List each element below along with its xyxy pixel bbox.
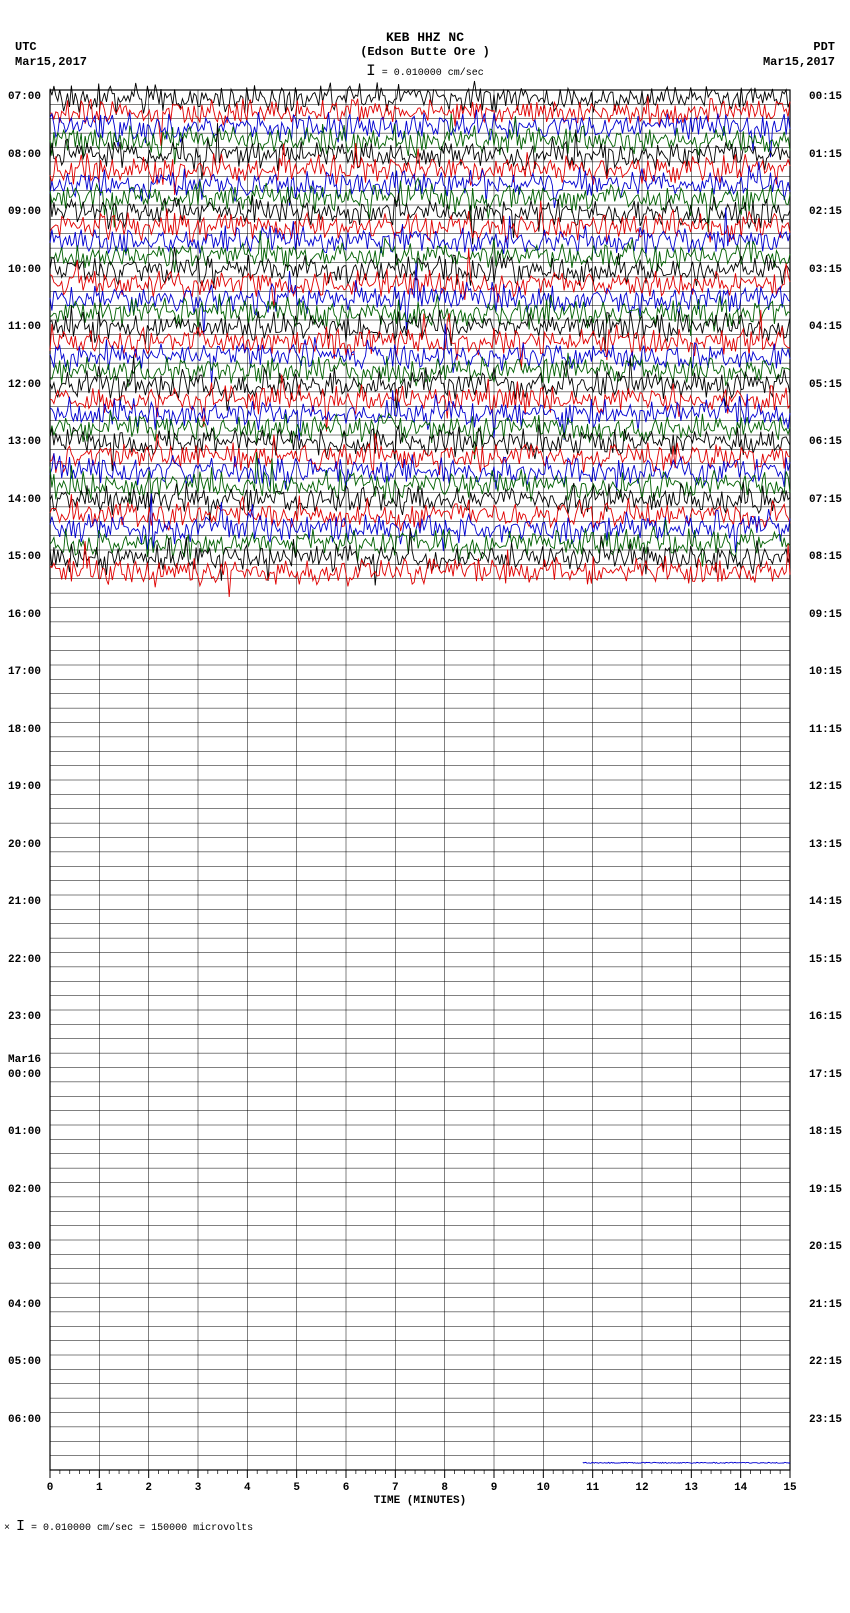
right-time-label: 12:15 xyxy=(809,781,842,793)
svg-text:5: 5 xyxy=(293,1482,300,1494)
right-time-label: 00:15 xyxy=(809,91,842,103)
right-time-label: 15:15 xyxy=(809,954,842,966)
left-time-label: 01:00 xyxy=(8,1126,41,1138)
scale-bar-icon: I xyxy=(366,62,376,80)
svg-text:7: 7 xyxy=(392,1482,399,1494)
scale-indicator: I = 0.010000 cm/sec xyxy=(0,62,850,80)
right-time-label: 09:15 xyxy=(809,609,842,621)
svg-text:1: 1 xyxy=(96,1482,103,1494)
svg-text:2: 2 xyxy=(145,1482,152,1494)
footer-text: = 0.010000 cm/sec = 150000 microvolts xyxy=(25,1523,253,1534)
svg-text:14: 14 xyxy=(734,1482,748,1494)
left-time-label: 11:00 xyxy=(8,321,41,333)
svg-text:6: 6 xyxy=(343,1482,350,1494)
left-time-label: 22:00 xyxy=(8,954,41,966)
svg-text:9: 9 xyxy=(491,1482,498,1494)
left-time-label: 15:00 xyxy=(8,551,41,563)
seismogram-plot: 0123456789101112131415TIME (MINUTES)07:0… xyxy=(0,80,850,1510)
right-time-label: 07:15 xyxy=(809,494,842,506)
chart-subtitle: (Edson Butte Ore ) xyxy=(0,45,850,59)
seismogram-svg: 0123456789101112131415TIME (MINUTES) xyxy=(0,80,850,1510)
scale-text: = 0.010000 cm/sec xyxy=(376,68,484,79)
right-time-label: 21:15 xyxy=(809,1299,842,1311)
right-time-label: 16:15 xyxy=(809,1011,842,1023)
left-time-label: 06:00 xyxy=(8,1414,41,1426)
left-time-label: 05:00 xyxy=(8,1356,41,1368)
right-time-label: 18:15 xyxy=(809,1126,842,1138)
left-time-label: 07:00 xyxy=(8,91,41,103)
footer-prefix: × xyxy=(4,1523,10,1534)
left-time-label: 03:00 xyxy=(8,1241,41,1253)
left-time-label: 09:00 xyxy=(8,206,41,218)
right-time-label: 02:15 xyxy=(809,206,842,218)
svg-text:4: 4 xyxy=(244,1482,251,1494)
svg-text:3: 3 xyxy=(195,1482,202,1494)
left-time-label: 20:00 xyxy=(8,839,41,851)
left-time-label: 19:00 xyxy=(8,781,41,793)
left-time-label: 18:00 xyxy=(8,724,41,736)
footer-scale-bar-icon: I xyxy=(16,1518,25,1535)
right-time-label: 22:15 xyxy=(809,1356,842,1368)
svg-text:0: 0 xyxy=(47,1482,54,1494)
right-time-label: 14:15 xyxy=(809,896,842,908)
right-time-label: 05:15 xyxy=(809,379,842,391)
left-time-label: 17:00 xyxy=(8,666,41,678)
left-time-label: 14:00 xyxy=(8,494,41,506)
right-time-label: 17:15 xyxy=(809,1069,842,1081)
svg-text:TIME (MINUTES): TIME (MINUTES) xyxy=(374,1495,466,1507)
svg-text:15: 15 xyxy=(783,1482,797,1494)
right-time-label: 08:15 xyxy=(809,551,842,563)
left-time-label: 21:00 xyxy=(8,896,41,908)
svg-text:8: 8 xyxy=(441,1482,448,1494)
chart-title: KEB HHZ NC xyxy=(0,30,850,45)
left-time-label: Mar16 xyxy=(8,1054,41,1066)
left-time-label: 04:00 xyxy=(8,1299,41,1311)
right-time-label: 19:15 xyxy=(809,1184,842,1196)
right-time-label: 20:15 xyxy=(809,1241,842,1253)
left-time-label: 23:00 xyxy=(8,1011,41,1023)
left-time-label: 00:00 xyxy=(8,1069,41,1081)
right-time-label: 01:15 xyxy=(809,149,842,161)
svg-text:12: 12 xyxy=(635,1482,648,1494)
right-time-label: 04:15 xyxy=(809,321,842,333)
right-time-label: 03:15 xyxy=(809,264,842,276)
right-time-label: 23:15 xyxy=(809,1414,842,1426)
left-time-label: 16:00 xyxy=(8,609,41,621)
left-time-label: 02:00 xyxy=(8,1184,41,1196)
right-time-label: 13:15 xyxy=(809,839,842,851)
chart-header: UTC Mar15,2017 PDT Mar15,2017 KEB HHZ NC… xyxy=(0,0,850,80)
left-time-label: 10:00 xyxy=(8,264,41,276)
right-time-label: 11:15 xyxy=(809,724,842,736)
left-time-label: 12:00 xyxy=(8,379,41,391)
chart-footer: × I = 0.010000 cm/sec = 150000 microvolt… xyxy=(0,1510,850,1545)
svg-text:10: 10 xyxy=(537,1482,550,1494)
svg-text:13: 13 xyxy=(685,1482,699,1494)
right-time-label: 06:15 xyxy=(809,436,842,448)
svg-text:11: 11 xyxy=(586,1482,600,1494)
right-time-label: 10:15 xyxy=(809,666,842,678)
left-time-label: 13:00 xyxy=(8,436,41,448)
left-time-label: 08:00 xyxy=(8,149,41,161)
